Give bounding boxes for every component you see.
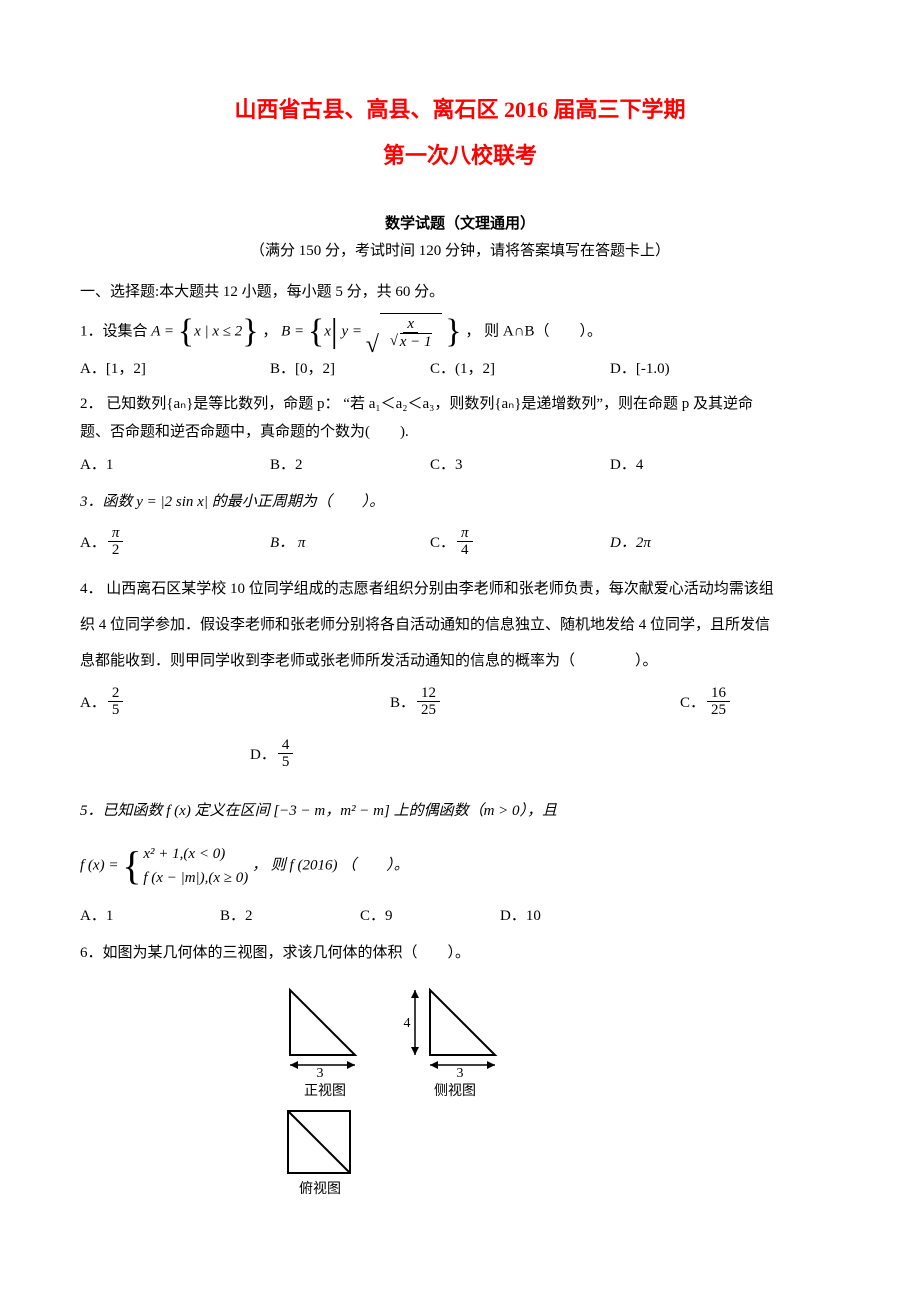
q1-setA-expr: x | x ≤ 2 bbox=[194, 323, 242, 339]
exam-label: 数学试题（文理通用） bbox=[80, 212, 840, 233]
q3-text: 3．函数 y = |2 sin x| 的最小正周期为（ ）。 bbox=[80, 494, 384, 510]
q1-opt-a: A．[1，2] bbox=[80, 357, 270, 378]
q3-opt-c: C． π 4 bbox=[430, 525, 610, 559]
q5-opt-b: B．2 bbox=[220, 904, 360, 925]
q1-setA-lhs: A = bbox=[151, 323, 174, 339]
q1-opt-d: D．[-1.0) bbox=[610, 357, 770, 378]
q6-stem: 6．如图为某几何体的三视图，求该几何体的体积（ ）。 bbox=[80, 937, 840, 970]
svg-text:3: 3 bbox=[457, 1066, 464, 1080]
q4-opt-a: A． 2 5 bbox=[80, 685, 390, 719]
q4-line1: 4． 山西离石区某学校 10 位同学组成的志愿者组织分别由李老师和张老师负责，每… bbox=[80, 581, 774, 597]
q1-options: A．[1，2] B．[0，2] C．(1，2] D．[-1.0) bbox=[80, 357, 840, 378]
brace-left-icon: { bbox=[308, 315, 324, 349]
q4-opt-c: C． 16 25 bbox=[680, 685, 810, 719]
exam-page: 山西省古县、高县、离石区 2016 届高三下学期 第一次八校联考 数学试题（文理… bbox=[0, 0, 920, 1238]
q2-line1: 2． 已知数列{aₙ}是等比数列，命题 p： “若 a₁＜a₂＜a₃，则数列{a… bbox=[80, 396, 753, 412]
q1-sqrt: √ x √x − 1 bbox=[366, 313, 442, 351]
q5-fx-lhs: f (x) = bbox=[80, 857, 118, 873]
q1-stem: 1．设集合 A = {x | x ≤ 2} ， B = {x| y = √ x … bbox=[80, 313, 840, 351]
q1-setB-y: y = bbox=[341, 323, 362, 339]
q1-tail: ， 则 A∩B（ ）。 bbox=[465, 323, 602, 339]
q1-between: ， bbox=[262, 323, 281, 339]
brace-right-icon: } bbox=[445, 315, 461, 349]
front-view-label: 正视图 bbox=[304, 1080, 346, 1100]
brace-left-icon: { bbox=[122, 846, 141, 886]
exam-info: （满分 150 分，考试时间 120 分钟，请将答案填写在答题卡上） bbox=[80, 239, 840, 260]
q5-tail: ， 则 f (2016) （ ）。 bbox=[252, 857, 409, 873]
q1-frac-num: x bbox=[403, 316, 418, 334]
q5-opt-c: C．9 bbox=[360, 904, 500, 925]
q2-opt-c: C．3 bbox=[430, 453, 610, 474]
svg-text:3: 3 bbox=[317, 1066, 324, 1080]
q3-stem: 3．函数 y = |2 sin x| 的最小正周期为（ ）。 bbox=[80, 486, 840, 519]
q4-line3: 息都能收到．则甲同学收到李老师或张老师所发活动通知的信息的概率为（ ）。 bbox=[80, 653, 658, 669]
q1-setB-outer: x bbox=[324, 323, 331, 339]
q5-piecewise: { x² + 1,(x < 0) f (x − |m|),(x ≥ 0) bbox=[122, 842, 248, 890]
q2-opt-d: D．4 bbox=[610, 453, 770, 474]
q5-options: A．1 B．2 C．9 D．10 bbox=[80, 904, 840, 925]
q2-stem: 2． 已知数列{aₙ}是等比数列，命题 p： “若 a₁＜a₂＜a₃，则数列{a… bbox=[80, 390, 840, 447]
q5-stem: 5．已知函数 f (x) 定义在区间 [−3 − m，m² − m] 上的偶函数… bbox=[80, 795, 840, 828]
q4-options: A． 2 5 B． 12 25 C． 16 25 bbox=[80, 685, 840, 771]
q1-opt-b: B．[0，2] bbox=[270, 357, 430, 378]
q1-fraction: x √x − 1 bbox=[386, 316, 436, 351]
svg-text:4: 4 bbox=[404, 1016, 411, 1031]
title-line1: 山西省古县、高县、离石区 2016 届高三下学期 bbox=[80, 90, 840, 130]
top-view: 俯视图 bbox=[280, 1106, 360, 1198]
top-view-label: 俯视图 bbox=[299, 1178, 341, 1198]
q3-opt-d: D．2π bbox=[610, 531, 770, 552]
q6-figure: 3 正视图 4 3 侧视图 bbox=[280, 980, 840, 1198]
front-view-icon: 3 bbox=[280, 980, 370, 1080]
q5-formula: f (x) = { x² + 1,(x < 0) f (x − |m|),(x … bbox=[80, 842, 840, 890]
q2-opt-a: A．1 bbox=[80, 453, 270, 474]
brace-right-icon: } bbox=[242, 315, 258, 349]
q5-case1: x² + 1,(x < 0) bbox=[143, 842, 248, 866]
q2-opt-b: B．2 bbox=[270, 453, 430, 474]
q3-opt-b: B． π bbox=[270, 531, 430, 552]
q2-line2: 题、否命题和逆否命题中，真命题的个数为( ). bbox=[80, 424, 409, 440]
front-view: 3 正视图 bbox=[280, 980, 370, 1100]
q5-case2: f (x − |m|),(x ≥ 0) bbox=[143, 866, 248, 890]
q1-opt-c: C．(1，2] bbox=[430, 357, 610, 378]
q1-prefix: 1．设集合 bbox=[80, 323, 151, 339]
q4-line2: 织 4 位同学参加．假设李老师和张老师分别将各自活动通知的信息独立、随机地发给 … bbox=[80, 617, 770, 633]
q4-opt-d: D． 4 5 bbox=[80, 737, 305, 771]
section1-heading: 一、选择题:本大题共 12 小题，每小题 5 分，共 60 分。 bbox=[80, 280, 840, 301]
q3-opt-a: A． π 2 bbox=[80, 525, 270, 559]
q5-opt-a: A．1 bbox=[80, 904, 220, 925]
side-view: 4 3 侧视图 bbox=[400, 980, 510, 1100]
q1-frac-den: √x − 1 bbox=[386, 333, 436, 351]
q4-stem: 4． 山西离石区某学校 10 位同学组成的志愿者组织分别由李老师和张老师负责，每… bbox=[80, 571, 840, 679]
brace-left-icon: { bbox=[178, 315, 194, 349]
q5-opt-d: D．10 bbox=[500, 904, 640, 925]
q4-opt-b: B． 12 25 bbox=[390, 685, 680, 719]
q2-options: A．1 B．2 C．3 D．4 bbox=[80, 453, 840, 474]
side-view-label: 侧视图 bbox=[434, 1080, 476, 1100]
q1-setB-lhs: B = bbox=[281, 323, 304, 339]
q5-text: 5．已知函数 f (x) 定义在区间 [−3 − m，m² − m] 上的偶函数… bbox=[80, 803, 557, 819]
top-view-icon bbox=[280, 1106, 360, 1178]
side-view-icon: 4 3 bbox=[400, 980, 510, 1080]
bar-icon: | bbox=[331, 315, 338, 349]
q3-options: A． π 2 B． π C． π 4 D．2π bbox=[80, 525, 840, 559]
title-line2: 第一次八校联考 bbox=[80, 138, 840, 170]
